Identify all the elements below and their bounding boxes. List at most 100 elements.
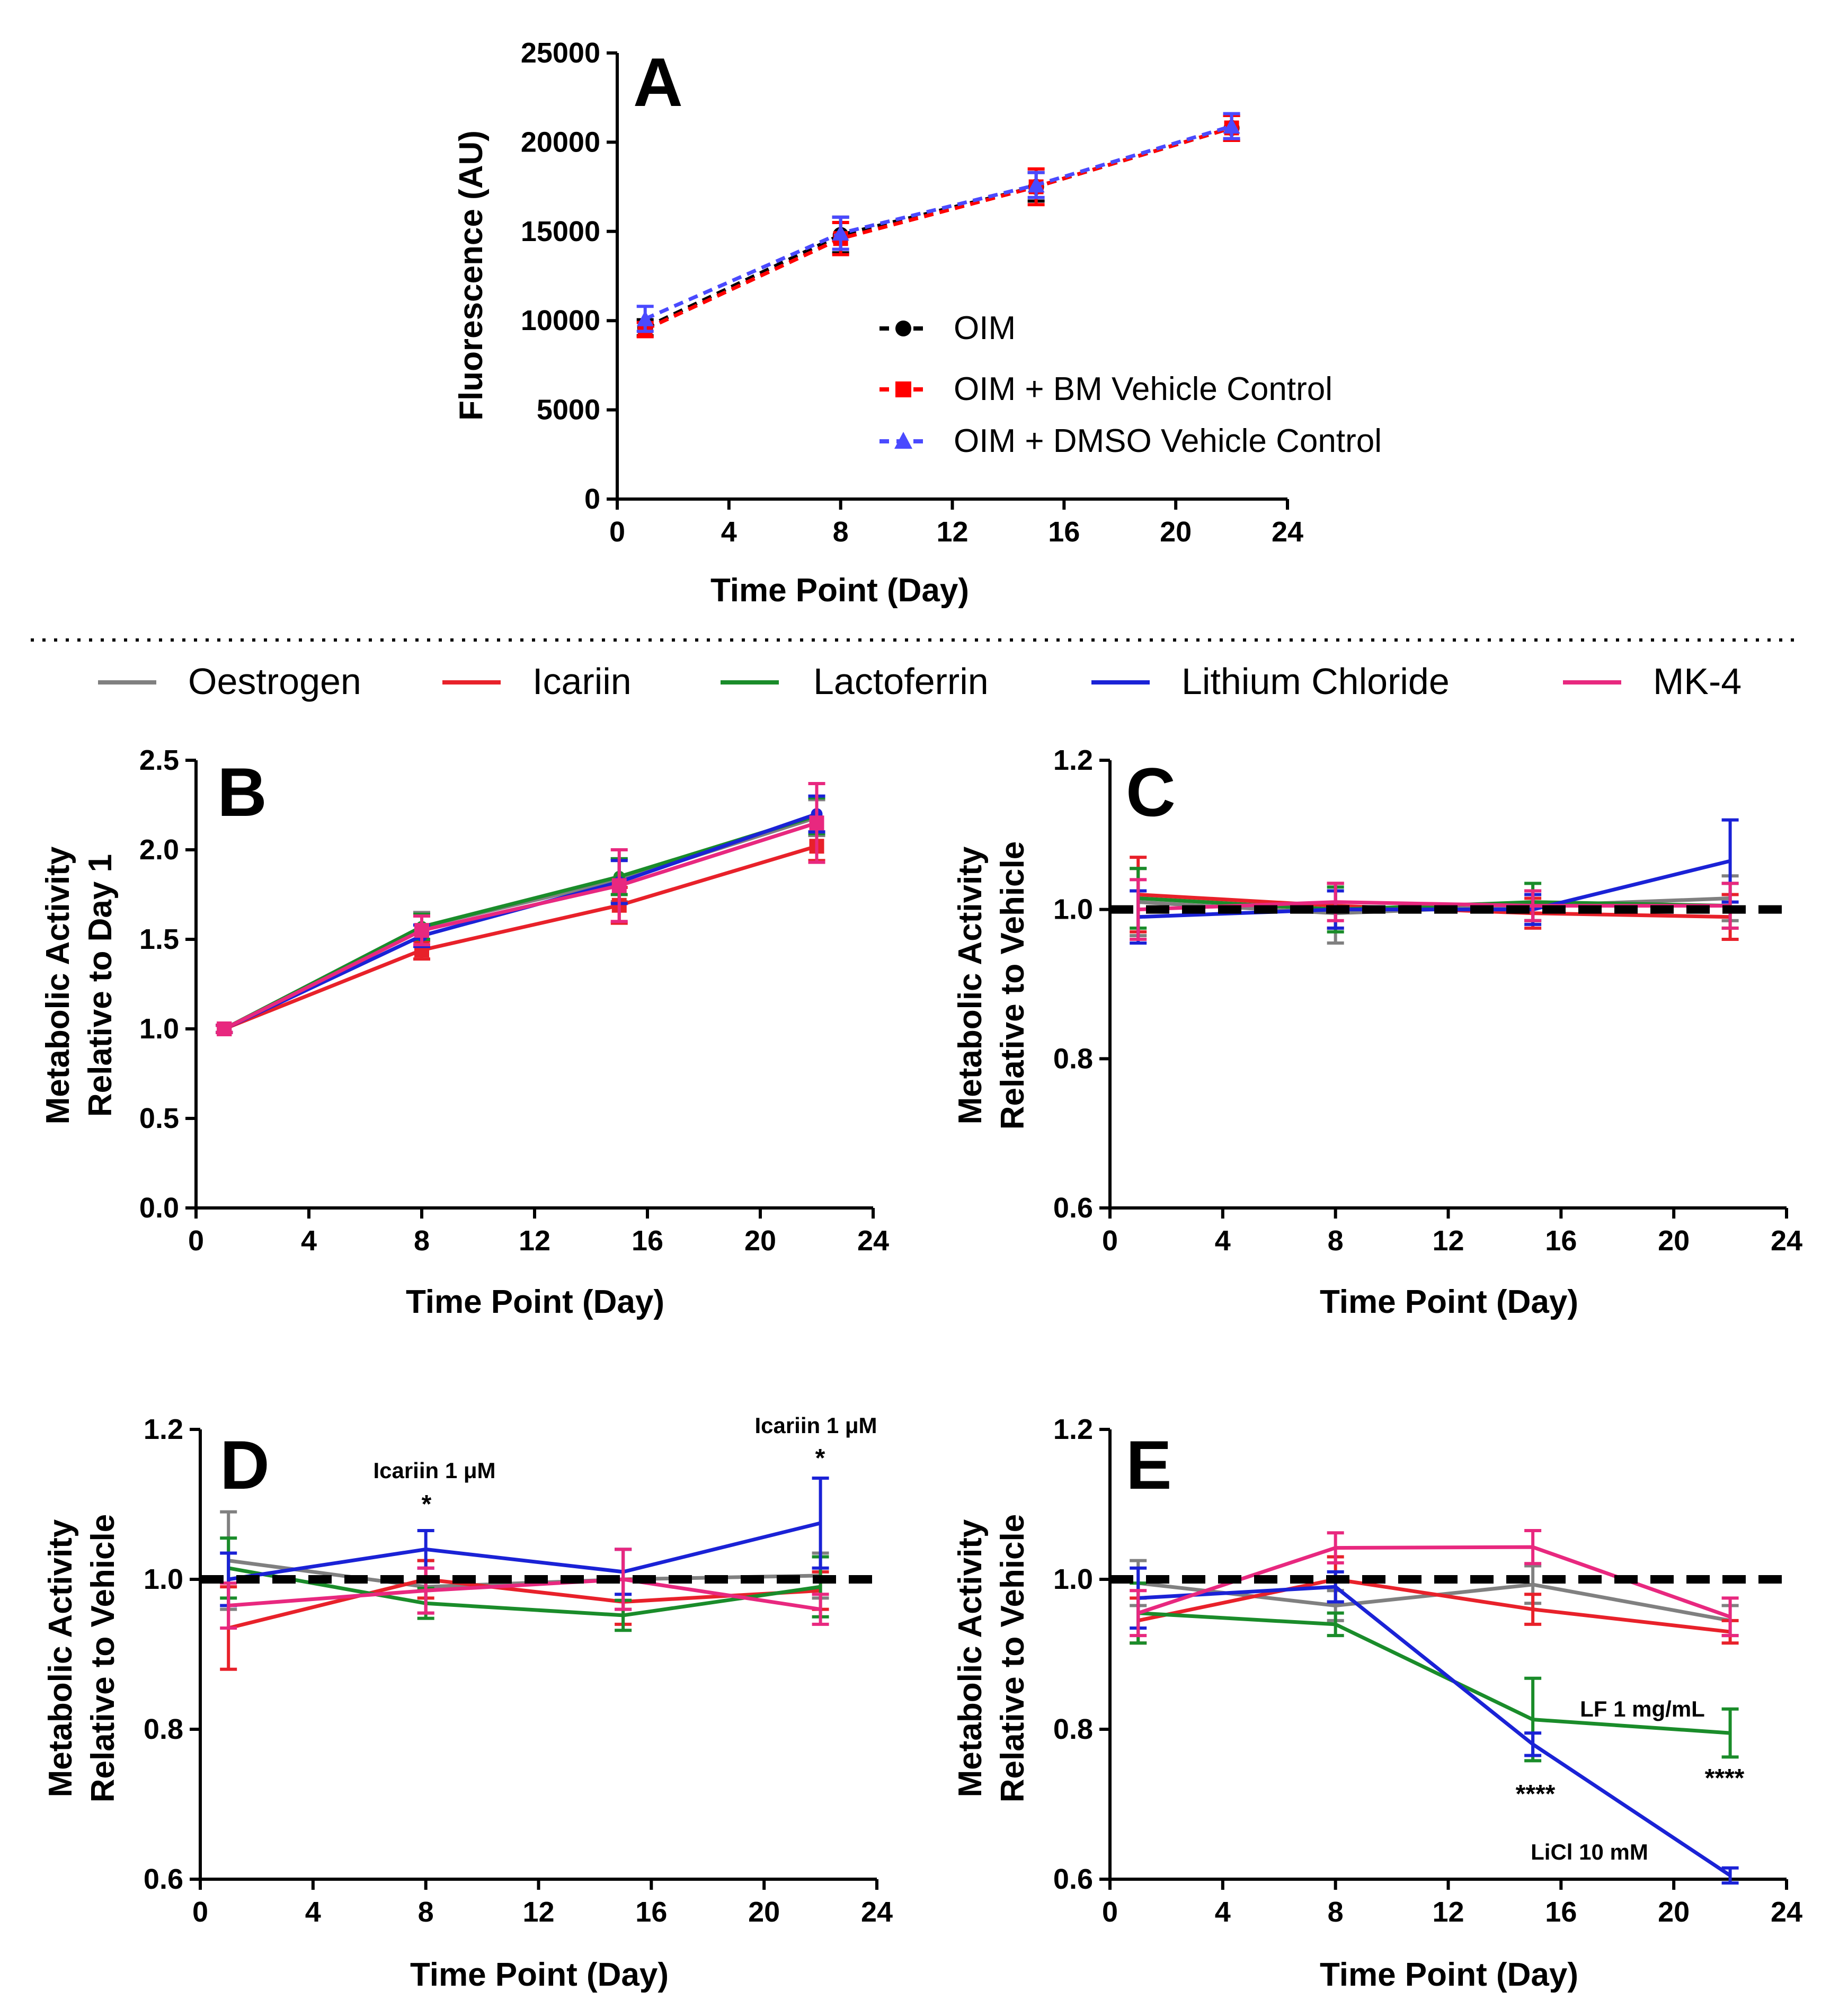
panel-b-y-tick-label: 0.0 [139,1192,179,1224]
panel-d-series-mk-4 [220,1548,829,1630]
panel-b-series-mk-4-point [611,878,627,893]
legend-dmso-vehicle: OIM + DMSO Vehicle Control [879,423,1382,459]
panel-e-x-tick-label: 0 [1102,1896,1118,1928]
treatment-legend: Oestrogen Icariin Lactoferrin Lithium Chlor… [98,661,1742,702]
panel-c-y-tick-label: 1.2 [1053,744,1093,776]
panel-c-series-lactoferrin-line [1138,896,1730,912]
panel-e-y-axis-title-line1: Metabolic Activity [952,1519,989,1797]
panel-b-series-icariin-line [223,844,818,1031]
panel-a-x-tick-label: 4 [721,516,737,548]
panel-d-x-axis-title: Time Point (Day) [410,1957,669,1993]
panel-b-y-axis-title-line1: Metabolic Activity [40,846,76,1124]
panel-e-y-tick-label: 0.6 [1053,1863,1093,1895]
panel-e-x-tick-label: 4 [1215,1896,1231,1928]
panel-e-chart: 0 4 8 12 16 20 24 0.6 0.8 1.0 1.2 E Time Point (Da… [952,1414,1802,1993]
panel-c-y-tick-label: 0.8 [1053,1043,1093,1074]
panel-c-y-axis-title-line1: Metabolic Activity [952,846,989,1124]
panel-e-x-tick-label: 16 [1545,1896,1577,1928]
legend-item-lactoferrin: Lactoferrin [721,661,989,702]
panel-c-y-axis-title-line2: Relative to Vehicle [994,841,1031,1130]
panel-b-x-axis-title: Time Point (Day) [406,1284,664,1320]
panel-a-series-oim-dmso-vehicle-control-point [1223,118,1240,134]
panel-b-series-mk-4 [216,781,825,1036]
panel-d-annotation-day8: Icariin 1 μM [373,1458,495,1483]
panel-a-x-tick-label: 0 [609,516,625,548]
panel-a-y-axis-title: Fluorescence (AU) [453,130,490,421]
panel-c-chart: 0 4 8 12 16 20 24 0.6 0.8 1.0 1.2 C Time Point (Da… [952,744,1802,1320]
panel-a-legend: OIM OIM + BM Vehicle Control OIM + DMSO … [879,310,1382,459]
panel-c-x-axis-title: Time Point (Day) [1320,1284,1578,1320]
panel-e-stars-day22: **** [1705,1764,1745,1792]
panel-b-x-tick-label: 24 [857,1225,889,1257]
panel-e-y-tick-label: 1.0 [1053,1563,1093,1595]
panel-e-stars-day15: **** [1516,1780,1556,1808]
panel-c-x-tick-label: 12 [1432,1225,1464,1257]
panel-a-x-tick-label: 8 [833,516,849,548]
panel-a-y-tick-label: 15000 [521,216,600,247]
panel-c-y-tick-label: 1.0 [1053,894,1093,926]
panel-a-label: A [633,43,683,121]
legend-dmso-vehicle-marker [894,432,912,449]
panel-e-y-axis-title-line2: Relative to Vehicle [994,1514,1031,1802]
panel-e-label: E [1126,1426,1172,1504]
legend-item-mk-4: MK-4 [1563,661,1742,702]
panel-a-x-tick-label: 20 [1160,516,1192,548]
panel-d-x-tick-label: 8 [418,1896,434,1928]
panel-b-series-mk-4-line [223,821,818,1031]
panel-d-stars-day22: * [815,1444,825,1472]
panel-b-series-mk-4-point [414,923,429,938]
panel-b-label: B [217,753,267,831]
panel-d-y-tick-label: 0.6 [144,1863,183,1895]
panel-d-x-tick-label: 4 [305,1896,321,1928]
panel-e-y-tick-label: 1.2 [1053,1414,1093,1445]
panel-b-y-tick-label: 1.5 [139,923,179,955]
panel-a-chart: 0 4 8 12 16 20 24 0 5000 10000 15000 20000 25000 A T… [453,37,1382,609]
panel-e-x-tick-label: 8 [1328,1896,1344,1928]
panel-d-series-mk-4-line [228,1577,821,1612]
panel-d-y-tick-label: 0.8 [144,1713,183,1745]
legend-oim-marker [895,321,911,336]
legend-dmso-vehicle-label: OIM + DMSO Vehicle Control [954,423,1382,459]
panel-d-x-tick-label: 12 [522,1896,554,1928]
panel-b-series-mk-4-point [809,815,824,831]
panel-b-x-tick-label: 4 [301,1225,317,1257]
panel-a-y-tick-label: 10000 [521,305,600,336]
panel-b-x-tick-label: 0 [188,1225,204,1257]
panel-c-x-tick-label: 16 [1545,1225,1577,1257]
legend-item-icariin-label: Icariin [532,661,632,702]
panel-b-x-tick-label: 12 [519,1225,550,1257]
panel-d-y-tick-label: 1.0 [144,1563,183,1595]
panel-c-x-tick-label: 0 [1102,1225,1118,1257]
legend-bm-vehicle-marker [895,381,911,397]
panel-c-label: C [1126,753,1176,831]
panel-d-label: D [220,1426,270,1504]
panel-a-y-tick-label: 0 [584,483,600,515]
panel-c-x-tick-label: 4 [1215,1225,1231,1257]
panel-d-y-axis-title-line1: Metabolic Activity [42,1519,79,1797]
panel-e-series-lactoferrin-line [1138,1611,1730,1735]
panel-d-y-tick-label: 1.2 [144,1414,183,1445]
panel-d-x-tick-label: 24 [861,1896,893,1928]
legend-oim: OIM [879,310,1016,346]
panel-d-annotation-day22: Icariin 1 μM [754,1413,877,1438]
panel-d-y-axis-title-line2: Relative to Vehicle [85,1514,121,1802]
panel-e-series-icariin-line [1138,1577,1730,1634]
panel-b-x-tick-label: 8 [414,1225,430,1257]
panel-d-stars-day8: * [422,1490,432,1518]
panel-d-series-lactoferrin-line [228,1566,821,1617]
panel-a-series-oim-dmso-vehicle-control-point [1027,176,1045,193]
legend-item-oestrogen-label: Oestrogen [188,661,361,702]
panel-e-x-tick-label: 24 [1771,1896,1802,1928]
legend-bm-vehicle-label: OIM + BM Vehicle Control [954,371,1332,407]
panel-b-y-tick-label: 0.5 [139,1103,179,1134]
panel-b-y-axis-title-line2: Relative to Day 1 [82,854,119,1117]
panel-d-series-lithium-chloride-line [228,1521,821,1581]
panel-c-y-tick-label: 0.6 [1053,1192,1093,1224]
legend-oim-label: OIM [954,310,1016,346]
panel-a-series-oim-dmso-vehicle-control-point [832,225,849,241]
panel-d-x-tick-label: 20 [748,1896,780,1928]
panel-d-x-tick-label: 16 [635,1896,667,1928]
panel-b-chart: 0 4 8 12 16 20 24 0.0 0.5 1.0 1.5 2.0 2.5 B Time Poi… [40,744,889,1320]
panel-e-series-lithium-chloride-line [1138,1585,1731,1877]
